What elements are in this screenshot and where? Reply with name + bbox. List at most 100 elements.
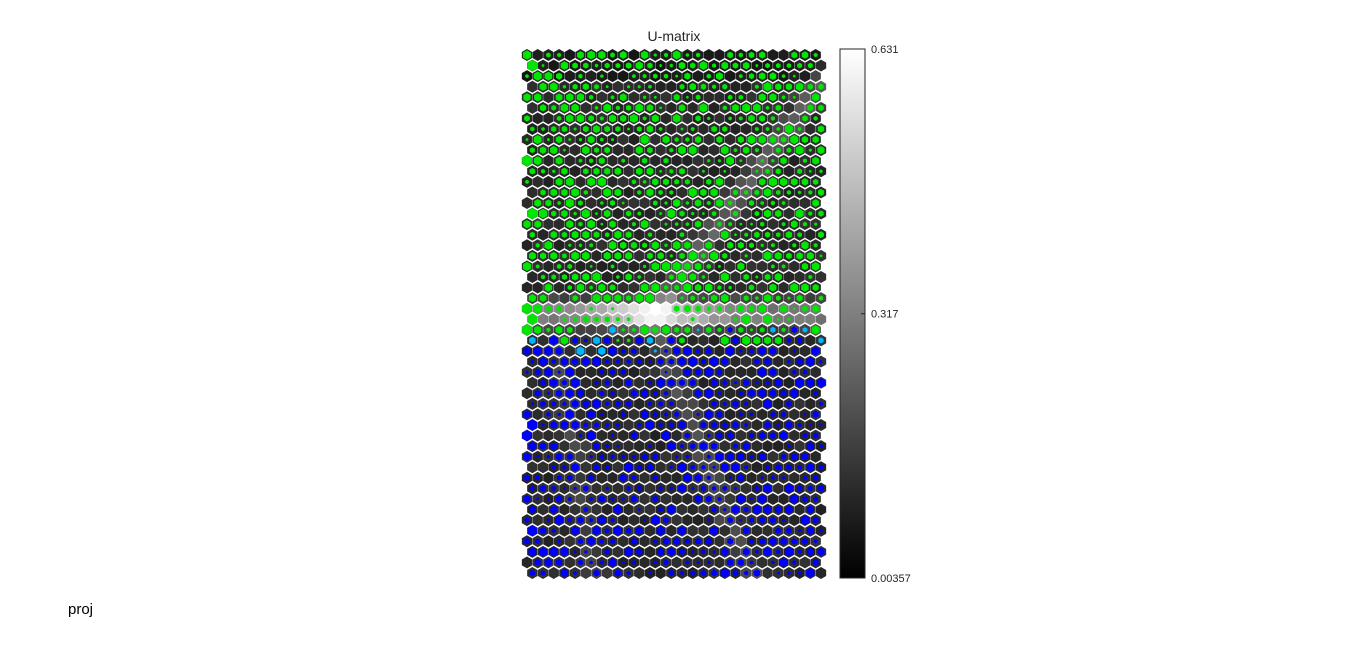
- u-matrix-cell: [799, 345, 811, 357]
- hit-marker-green: [594, 63, 599, 68]
- hit-marker-blue: [600, 412, 604, 417]
- u-matrix-cell: [559, 524, 570, 537]
- hit-marker-green: [806, 251, 814, 260]
- hit-marker-green: [614, 230, 622, 239]
- hit-marker-green: [768, 177, 778, 187]
- hit-marker-green: [647, 232, 653, 238]
- hit-marker-green: [680, 296, 684, 301]
- hit-marker-blue: [770, 516, 776, 524]
- hit-marker-green: [673, 305, 680, 313]
- hit-marker-green: [642, 242, 648, 249]
- hit-marker-blue: [560, 420, 569, 430]
- u-matrix-cell: [575, 408, 586, 421]
- u-matrix-cell: [618, 133, 629, 146]
- hit-marker-blue: [750, 497, 753, 501]
- hit-marker-green: [603, 209, 611, 218]
- u-matrix-cell: [783, 376, 795, 389]
- hit-marker-green: [754, 147, 759, 153]
- u-matrix-cell: [644, 313, 656, 326]
- u-matrix-cell: [660, 471, 672, 484]
- hit-marker-green: [620, 114, 627, 123]
- hit-marker-green: [552, 169, 556, 174]
- hit-marker-blue: [648, 571, 652, 575]
- u-matrix-cell: [650, 218, 661, 231]
- hit-marker-green: [771, 264, 775, 269]
- u-matrix-cell: [735, 429, 746, 442]
- hit-marker-blue: [584, 550, 588, 554]
- u-matrix-cell: [751, 419, 763, 431]
- hit-marker-green: [640, 50, 649, 60]
- hit-marker-green: [791, 51, 798, 59]
- hit-marker-blue: [573, 570, 577, 576]
- hit-marker-green: [641, 157, 648, 164]
- hit-marker-green: [525, 138, 529, 142]
- hit-marker-green: [678, 104, 686, 112]
- hit-marker-green: [695, 94, 701, 100]
- hit-marker-blue: [726, 452, 734, 461]
- u-matrix-cell: [789, 197, 800, 209]
- hit-marker-green: [679, 167, 685, 175]
- hit-marker-green: [626, 317, 631, 322]
- hit-marker-green: [758, 135, 766, 144]
- hit-marker-green: [813, 116, 818, 121]
- u-matrix-cell: [596, 302, 608, 315]
- hit-marker-green: [775, 209, 782, 218]
- u-matrix-cell: [532, 175, 543, 188]
- u-matrix-cell: [543, 112, 554, 125]
- hit-marker-blue: [658, 507, 663, 513]
- hit-marker-blue: [738, 390, 743, 396]
- hit-marker-green: [637, 211, 642, 216]
- hit-marker-green: [754, 189, 760, 196]
- hit-marker-green: [659, 169, 663, 173]
- hit-marker-green: [672, 240, 681, 250]
- hit-marker-green: [669, 168, 674, 174]
- hit-marker-green: [583, 168, 589, 175]
- hit-marker-blue: [802, 432, 808, 439]
- hit-marker-green: [720, 145, 729, 155]
- hit-marker-blue: [593, 442, 600, 450]
- u-matrix-cell: [666, 228, 677, 241]
- hit-marker-blue: [664, 370, 668, 374]
- hit-marker-blue: [808, 423, 812, 427]
- hit-marker-blue: [796, 337, 803, 344]
- hit-marker-green: [787, 317, 791, 322]
- u-matrix-cell: [703, 91, 714, 104]
- u-matrix-cell: [596, 429, 608, 442]
- hit-marker-green: [742, 146, 750, 154]
- hit-marker-blue: [763, 547, 772, 557]
- hit-marker-green: [576, 93, 585, 102]
- hit-marker-green: [750, 222, 753, 226]
- u-matrix-cell: [708, 334, 720, 347]
- hit-marker-green: [572, 62, 578, 69]
- hit-marker-green: [609, 200, 616, 206]
- hit-marker-green: [717, 285, 722, 290]
- hit-marker-green: [763, 187, 772, 197]
- hit-marker-blue: [749, 454, 754, 459]
- hit-marker-blue: [653, 349, 657, 353]
- u-matrix-cell: [692, 175, 704, 188]
- hit-marker-green: [594, 316, 599, 322]
- hit-marker-blue: [696, 560, 700, 565]
- u-matrix-cell: [757, 408, 768, 421]
- hit-marker-green: [812, 156, 820, 165]
- hit-marker-blue: [646, 336, 654, 345]
- hit-marker-blue: [742, 442, 750, 450]
- hit-marker-blue: [540, 570, 546, 576]
- hit-marker-green: [764, 336, 771, 345]
- hit-marker-blue: [819, 401, 823, 407]
- hit-marker-blue: [647, 401, 653, 407]
- hit-marker-blue: [792, 349, 796, 353]
- hit-marker-blue: [754, 358, 760, 365]
- u-matrix-cell: [618, 260, 629, 273]
- hit-marker-green: [776, 232, 781, 238]
- u-matrix-cell: [692, 239, 704, 252]
- hit-marker-green: [706, 178, 712, 185]
- hit-marker-green: [582, 145, 590, 155]
- u-matrix-cell: [618, 387, 629, 400]
- hit-marker-green: [529, 231, 535, 238]
- u-matrix-cell: [671, 366, 682, 379]
- hit-marker-blue: [536, 497, 540, 501]
- hit-marker-blue: [694, 473, 702, 482]
- u-matrix-hex-grid: [521, 49, 827, 579]
- hit-marker-blue: [755, 380, 759, 385]
